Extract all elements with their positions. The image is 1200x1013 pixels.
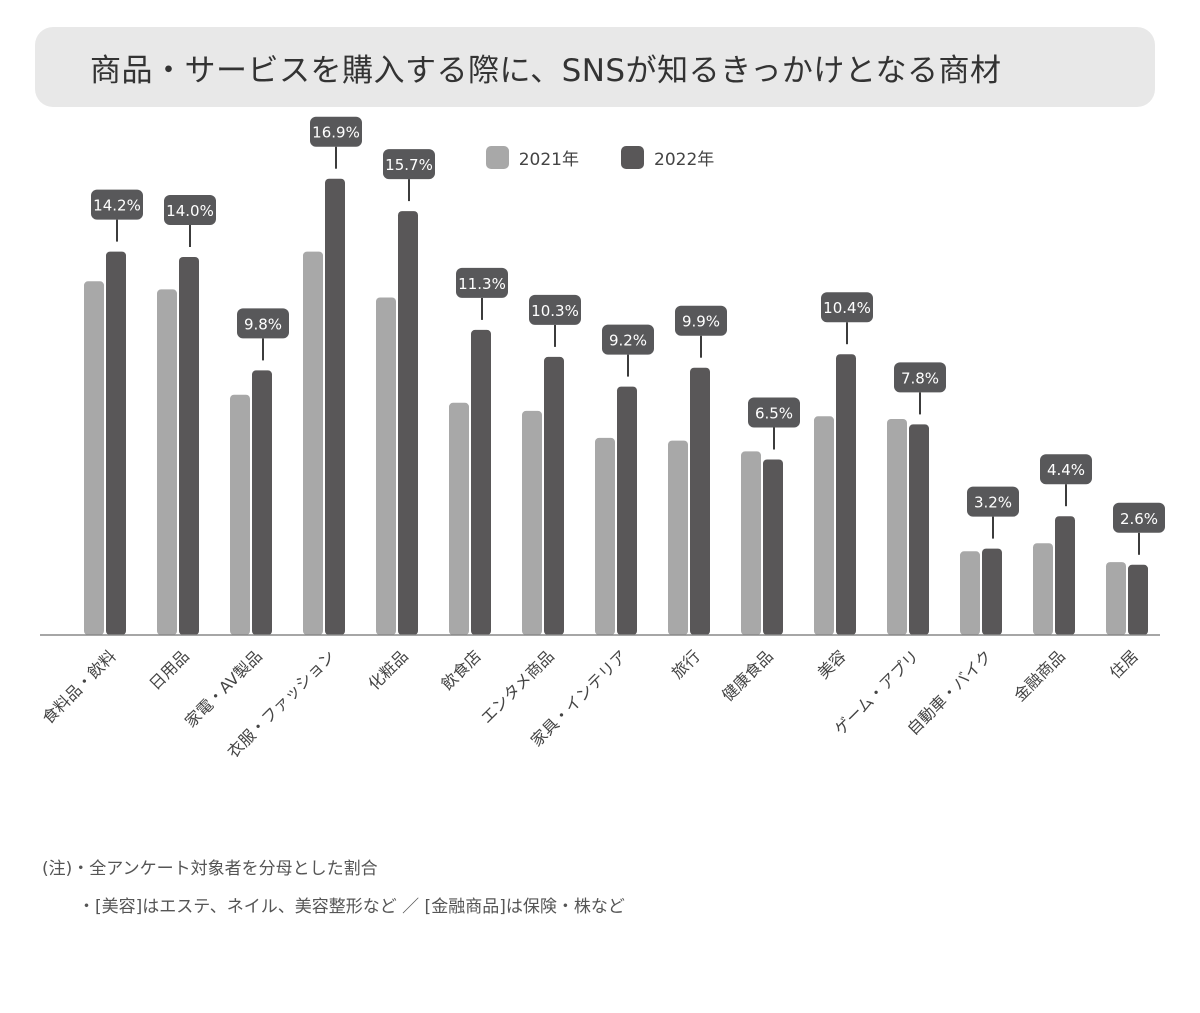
data-label-box-13 bbox=[1040, 454, 1092, 485]
bar-2021-6 bbox=[522, 410, 542, 635]
bar-2021-1 bbox=[157, 289, 177, 635]
data-label-box-0 bbox=[91, 189, 143, 220]
legend: 2021年 2022年 bbox=[0, 145, 1200, 170]
bar-2022-9 bbox=[763, 459, 783, 635]
bar-2022-14 bbox=[1128, 564, 1148, 635]
bar-2021-14 bbox=[1106, 562, 1126, 635]
bar-2021-2 bbox=[230, 394, 250, 635]
data-label-1: 14.0% bbox=[166, 202, 214, 220]
legend-label-2022: 2022年 bbox=[654, 150, 715, 170]
data-label-box-8 bbox=[675, 305, 727, 336]
bar-2022-13 bbox=[1055, 516, 1075, 635]
category-label-13: 金融商品 bbox=[1010, 646, 1069, 705]
title-box: 商品・サービスを購入する際に、SNSが知るきっかけとなる商材 bbox=[35, 27, 1155, 107]
footnotes: (注)・全アンケート対象者を分母とした割合 ・[美容]はエステ、ネイル、美容整形… bbox=[42, 850, 625, 926]
data-label-11: 7.8% bbox=[901, 369, 939, 387]
data-label-10: 10.4% bbox=[823, 299, 871, 317]
bar-2022-11 bbox=[909, 424, 929, 635]
category-label-10: 美容 bbox=[814, 646, 850, 682]
bar-2021-10 bbox=[814, 416, 834, 635]
bar-2022-12 bbox=[982, 548, 1002, 635]
bar-2022-0 bbox=[106, 251, 126, 635]
data-label-box-3 bbox=[310, 116, 362, 147]
bar-2021-0 bbox=[84, 281, 104, 635]
data-label-box-9 bbox=[748, 397, 800, 428]
bar-2022-7 bbox=[617, 386, 637, 635]
category-label-9: 健康食品 bbox=[718, 646, 777, 705]
data-label-12: 3.2% bbox=[974, 494, 1012, 512]
data-label-box-7 bbox=[602, 324, 654, 355]
data-label-box-1 bbox=[164, 195, 216, 225]
data-label-box-14 bbox=[1113, 502, 1165, 533]
data-label-7: 9.2% bbox=[609, 332, 647, 350]
legend-swatch-2021 bbox=[485, 146, 509, 169]
bar-2022-1 bbox=[179, 257, 199, 635]
legend-item-2021: 2021年 bbox=[485, 145, 579, 170]
data-label-box-5 bbox=[456, 267, 508, 298]
data-label-box-6 bbox=[529, 294, 581, 325]
data-label-14: 2.6% bbox=[1120, 510, 1158, 528]
category-label-1: 日用品 bbox=[145, 646, 192, 693]
data-label-13: 4.4% bbox=[1047, 461, 1085, 479]
category-label-4: 化粧品 bbox=[364, 646, 411, 693]
footnote-2: ・[美容]はエステ、ネイル、美容整形など ／ [金融商品]は保険・株など bbox=[78, 897, 625, 917]
data-label-9: 6.5% bbox=[755, 405, 793, 423]
data-label-box-12 bbox=[967, 486, 1019, 517]
bar-2021-11 bbox=[887, 419, 907, 635]
bar-2022-5 bbox=[471, 329, 491, 635]
category-label-8: 旅行 bbox=[668, 646, 704, 682]
bar-2021-5 bbox=[449, 402, 469, 635]
bar-2021-3 bbox=[303, 251, 323, 635]
data-label-box-11 bbox=[894, 362, 946, 393]
category-label-6: エンタメ商品 bbox=[477, 646, 558, 727]
bar-2022-6 bbox=[544, 356, 564, 635]
legend-label-2021: 2021年 bbox=[518, 150, 579, 170]
bar-2022-10 bbox=[836, 354, 856, 635]
bar-2021-8 bbox=[668, 440, 688, 635]
data-label-8: 9.9% bbox=[682, 313, 720, 331]
data-label-3: 16.9% bbox=[312, 124, 360, 142]
bar-2022-3 bbox=[325, 178, 345, 635]
legend-item-2022: 2022年 bbox=[621, 145, 714, 170]
bar-2021-13 bbox=[1033, 543, 1053, 635]
bar-2022-2 bbox=[252, 370, 272, 635]
bar-2021-12 bbox=[960, 551, 980, 635]
data-label-box-2 bbox=[237, 308, 289, 339]
bar-2022-4 bbox=[398, 211, 418, 635]
category-label-0: 食料品・飲料 bbox=[39, 646, 120, 727]
chart-title: 商品・サービスを購入する際に、SNSが知るきっかけとなる商材 bbox=[90, 52, 1002, 89]
data-label-5: 11.3% bbox=[458, 275, 506, 293]
data-label-2: 9.8% bbox=[244, 315, 282, 333]
category-label-5: 飲食店 bbox=[437, 646, 484, 693]
legend-swatch-2022 bbox=[621, 146, 644, 169]
bar-2022-8 bbox=[690, 367, 710, 635]
bar-2021-7 bbox=[595, 437, 615, 635]
category-label-14: 住居 bbox=[1106, 646, 1142, 682]
data-label-box-4 bbox=[383, 149, 435, 180]
bar-2021-4 bbox=[376, 297, 396, 635]
data-label-0: 14.2% bbox=[93, 197, 141, 215]
data-label-4: 15.7% bbox=[385, 156, 433, 174]
footnote-1: (注)・全アンケート対象者を分母とした割合 bbox=[42, 859, 378, 879]
bar-2021-9 bbox=[741, 451, 761, 635]
data-label-6: 10.3% bbox=[531, 302, 579, 320]
data-label-box-10 bbox=[821, 292, 873, 323]
